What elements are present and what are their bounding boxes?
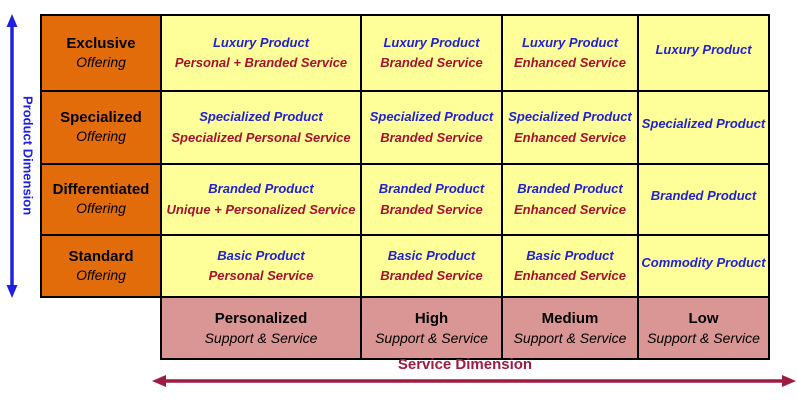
cell-service-text: Personal + Branded Service <box>174 55 348 70</box>
cell-product-text: Basic Product <box>387 247 476 263</box>
cell-product-text: Branded Product <box>208 181 314 197</box>
row-title: Specialized <box>60 109 142 127</box>
row-label-exclusive: Exclusive Offering <box>42 16 160 90</box>
product-axis-label: Product Dimension <box>20 96 36 216</box>
service-level-medium: Medium Support & Service <box>503 298 637 358</box>
cell-product-text: Specialized Product <box>641 116 766 132</box>
matrix-cell-differentiated-personalized: Branded Product Unique + Personalized Se… <box>162 165 360 234</box>
row-label-differentiated: Differentiated Offering <box>42 165 160 234</box>
service-level-high: High Support & Service <box>362 298 501 358</box>
matrix-cell-specialized-high: Specialized Product Branded Service <box>362 92 501 163</box>
service-level-row: Personalized Support & Service High Supp… <box>160 296 770 360</box>
matrix-cell-standard-personalized: Basic Product Personal Service <box>162 236 360 296</box>
matrix-cell-differentiated-high: Branded Product Branded Service <box>362 165 501 234</box>
service-level-title: Personalized <box>214 310 308 328</box>
row-subtitle: Offering <box>76 266 126 283</box>
service-level-subtitle: Support & Service <box>375 329 488 346</box>
service-level-personalized: Personalized Support & Service <box>162 298 360 358</box>
matrix-cell-exclusive-high: Luxury Product Branded Service <box>362 16 501 90</box>
cell-service-text: Specialized Personal Service <box>171 129 351 145</box>
cell-product-text: Luxury Product <box>655 41 752 57</box>
matrix-cell-standard-low: Commodity Product <box>639 236 768 296</box>
cell-product-text: Luxury Product <box>383 34 480 50</box>
service-level-title: High <box>414 310 449 328</box>
product-axis-arrow-icon <box>6 14 18 298</box>
service-level-subtitle: Support & Service <box>513 329 627 346</box>
cell-product-text: Specialized Product <box>199 109 323 125</box>
cell-product-text: Branded Product <box>650 188 757 204</box>
service-level-subtitle: Support & Service <box>647 329 760 346</box>
matrix-cell-standard-high: Basic Product Branded Service <box>362 236 501 296</box>
row-subtitle: Offering <box>76 53 126 70</box>
matrix-cell-differentiated-low: Branded Product <box>639 165 768 234</box>
cell-service-text: Branded Service <box>380 201 483 217</box>
service-level-title: Low <box>688 310 719 328</box>
matrix-cell-standard-medium: Basic Product Enhanced Service <box>503 236 637 296</box>
cell-product-text: Luxury Product <box>212 34 310 50</box>
cell-service-text: Enhanced Service <box>514 201 626 217</box>
matrix-cell-specialized-medium: Specialized Product Enhanced Service <box>503 92 637 163</box>
service-level-title: Medium <box>541 310 599 328</box>
service-axis-label: Service Dimension <box>397 356 533 373</box>
cell-service-text: Enhanced Service <box>514 55 626 70</box>
service-level-subtitle: Support & Service <box>204 329 318 346</box>
row-title: Exclusive <box>66 34 136 52</box>
cell-service-text: Enhanced Service <box>514 129 626 145</box>
cell-service-text: Personal Service <box>208 268 314 283</box>
row-label-specialized: Specialized Offering <box>42 92 160 163</box>
cell-product-text: Basic Product <box>526 247 614 263</box>
cell-product-text: Commodity Product <box>641 254 766 270</box>
matrix-cell-specialized-personalized: Specialized Product Specialized Personal… <box>162 92 360 163</box>
cell-service-text: Branded Service <box>380 55 483 70</box>
cell-product-text: Specialized Product <box>508 109 632 125</box>
cell-service-text: Unique + Personalized Service <box>166 201 356 217</box>
cell-product-text: Branded Product <box>378 181 485 197</box>
matrix-cell-specialized-low: Specialized Product <box>639 92 768 163</box>
cell-service-text: Branded Service <box>380 268 483 283</box>
row-label-standard: Standard Offering <box>42 236 160 296</box>
cell-product-text: Branded Product <box>517 181 623 197</box>
service-level-low: Low Support & Service <box>639 298 768 358</box>
cell-product-text: Specialized Product <box>369 109 494 125</box>
matrix-grid: Exclusive Offering Luxury Product Person… <box>40 14 770 298</box>
cell-product-text: Basic Product <box>217 247 305 263</box>
matrix-cell-exclusive-low: Luxury Product <box>639 16 768 90</box>
matrix-cell-exclusive-personalized: Luxury Product Personal + Branded Servic… <box>162 16 360 90</box>
cell-service-text: Branded Service <box>380 129 483 145</box>
row-subtitle: Offering <box>76 200 126 217</box>
matrix-cell-exclusive-medium: Luxury Product Enhanced Service <box>503 16 637 90</box>
cell-product-text: Luxury Product <box>521 34 619 50</box>
row-subtitle: Offering <box>76 128 126 145</box>
row-title: Standard <box>68 247 134 265</box>
row-title: Differentiated <box>52 181 150 199</box>
matrix-cell-differentiated-medium: Branded Product Enhanced Service <box>503 165 637 234</box>
service-axis-arrow-icon <box>152 375 796 387</box>
cell-service-text: Enhanced Service <box>514 268 626 283</box>
